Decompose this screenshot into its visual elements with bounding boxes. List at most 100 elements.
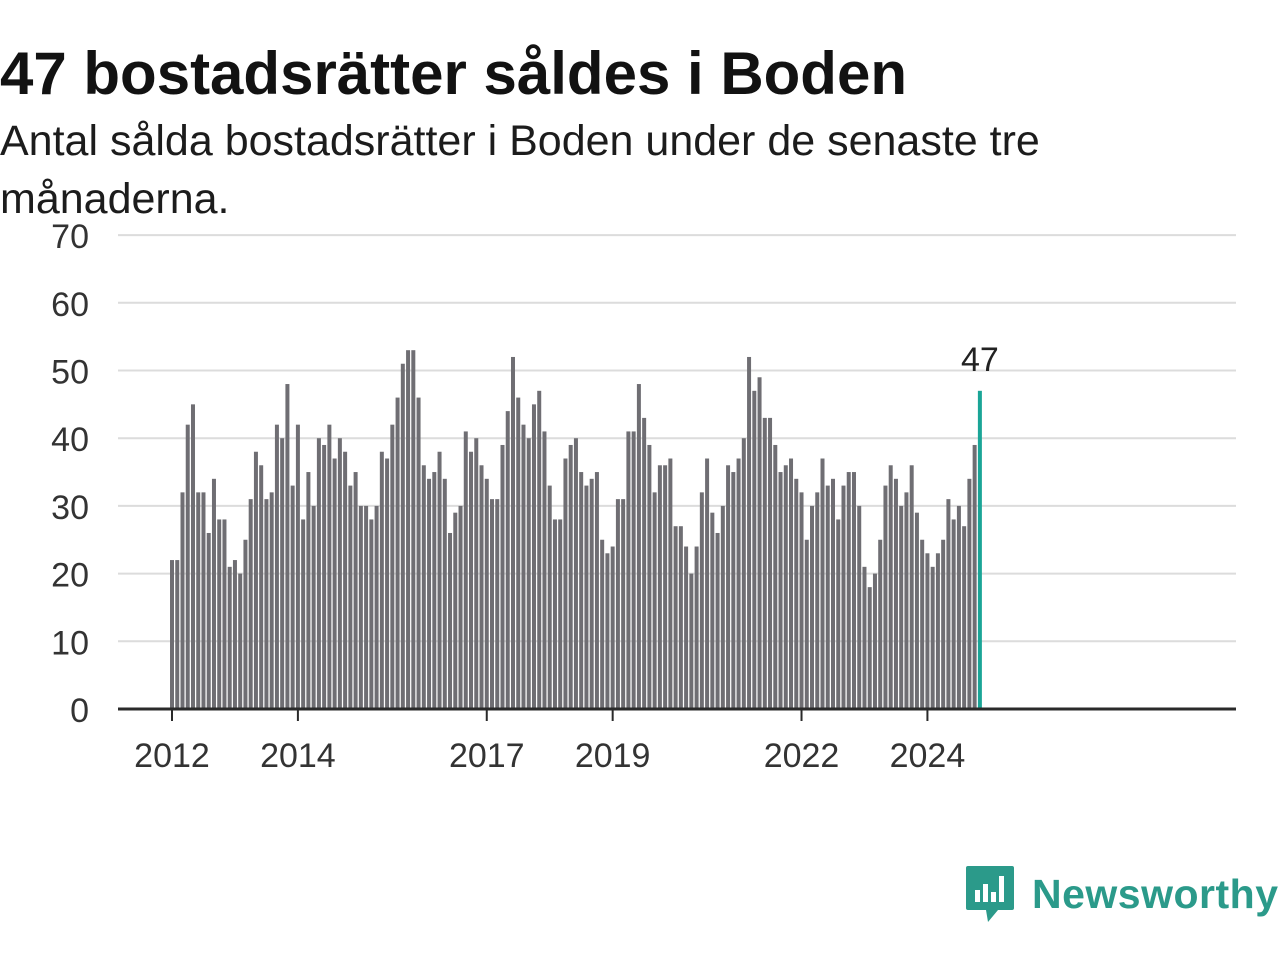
bar [474,438,479,709]
bar [909,465,914,709]
bar [631,431,636,709]
bar [914,512,919,709]
bar [862,566,867,709]
bar [794,478,799,709]
chart-title: 47 bostadsrätter såldes i Boden [0,40,907,107]
bar [857,505,862,709]
bar [190,404,195,709]
bar [846,472,851,709]
bar [568,444,573,709]
bar [836,519,841,709]
bar [636,384,641,709]
bar [531,404,536,709]
bar [652,492,657,709]
bar [358,505,363,709]
bar [789,458,794,709]
y-axis-labels: 0 10 20 30 40 50 60 70 [51,218,89,730]
bar [217,519,222,709]
bar [416,397,421,709]
y-tick-label: 10 [51,624,89,662]
bar [521,424,526,709]
chart-subtitle: Antal sålda bostadsrätter i Boden under … [0,117,1040,223]
bar [301,519,306,709]
x-tick-label: 2014 [260,737,336,775]
bar [563,458,568,709]
bar [804,539,809,709]
bar [615,499,620,709]
bar [778,472,783,709]
bar [211,478,216,709]
bar [699,492,704,709]
bar [364,505,369,709]
bar [280,438,285,709]
y-tick-label: 60 [51,286,89,324]
bar [799,492,804,709]
bar [295,424,300,709]
bar [479,465,484,709]
newsworthy-brand[interactable]: Newsworthy [964,864,1279,924]
bar [605,553,610,709]
bar [453,512,458,709]
y-tick-label: 30 [51,489,89,527]
bar [385,458,390,709]
bar [469,451,474,709]
bar [248,499,253,709]
bar [715,532,720,709]
bar [678,526,683,709]
bar [206,532,211,709]
bar [573,438,578,709]
bar [773,444,778,709]
bar [626,431,631,709]
bar [516,397,521,709]
bar [332,458,337,709]
bar [432,472,437,709]
bar [768,417,773,709]
bar [222,519,227,709]
bar [726,465,731,709]
bar [867,587,872,709]
bar [878,539,883,709]
x-tick-label: 2012 [134,737,210,775]
bar [348,485,353,709]
bar [647,444,652,709]
bar [395,397,400,709]
bar [589,478,594,709]
bar [558,519,563,709]
bar [642,417,647,709]
bar [201,492,206,709]
bar [537,390,542,709]
bar [930,566,935,709]
bar [406,350,411,709]
bar [374,505,379,709]
bar [379,451,384,709]
bar [941,539,946,709]
bar [684,546,689,709]
bar [180,492,185,709]
bar [899,505,904,709]
bar [584,485,589,709]
bar [327,424,332,709]
bar [442,478,447,709]
bar [710,512,715,709]
bar [343,451,348,709]
bar [851,472,856,709]
bar [238,573,243,709]
y-tick-label: 20 [51,557,89,595]
bar [820,458,825,709]
bar [752,390,757,709]
bar [322,444,327,709]
bar [673,526,678,709]
bar [175,560,180,709]
bar [463,431,468,709]
bar [448,532,453,709]
bar [526,438,531,709]
bar [920,539,925,709]
bar [956,505,961,709]
bar [170,560,174,709]
bar [353,472,358,709]
bar [663,465,668,709]
y-tick-label: 40 [51,421,89,459]
bar [925,553,930,709]
bar [762,417,767,709]
bar [311,505,316,709]
